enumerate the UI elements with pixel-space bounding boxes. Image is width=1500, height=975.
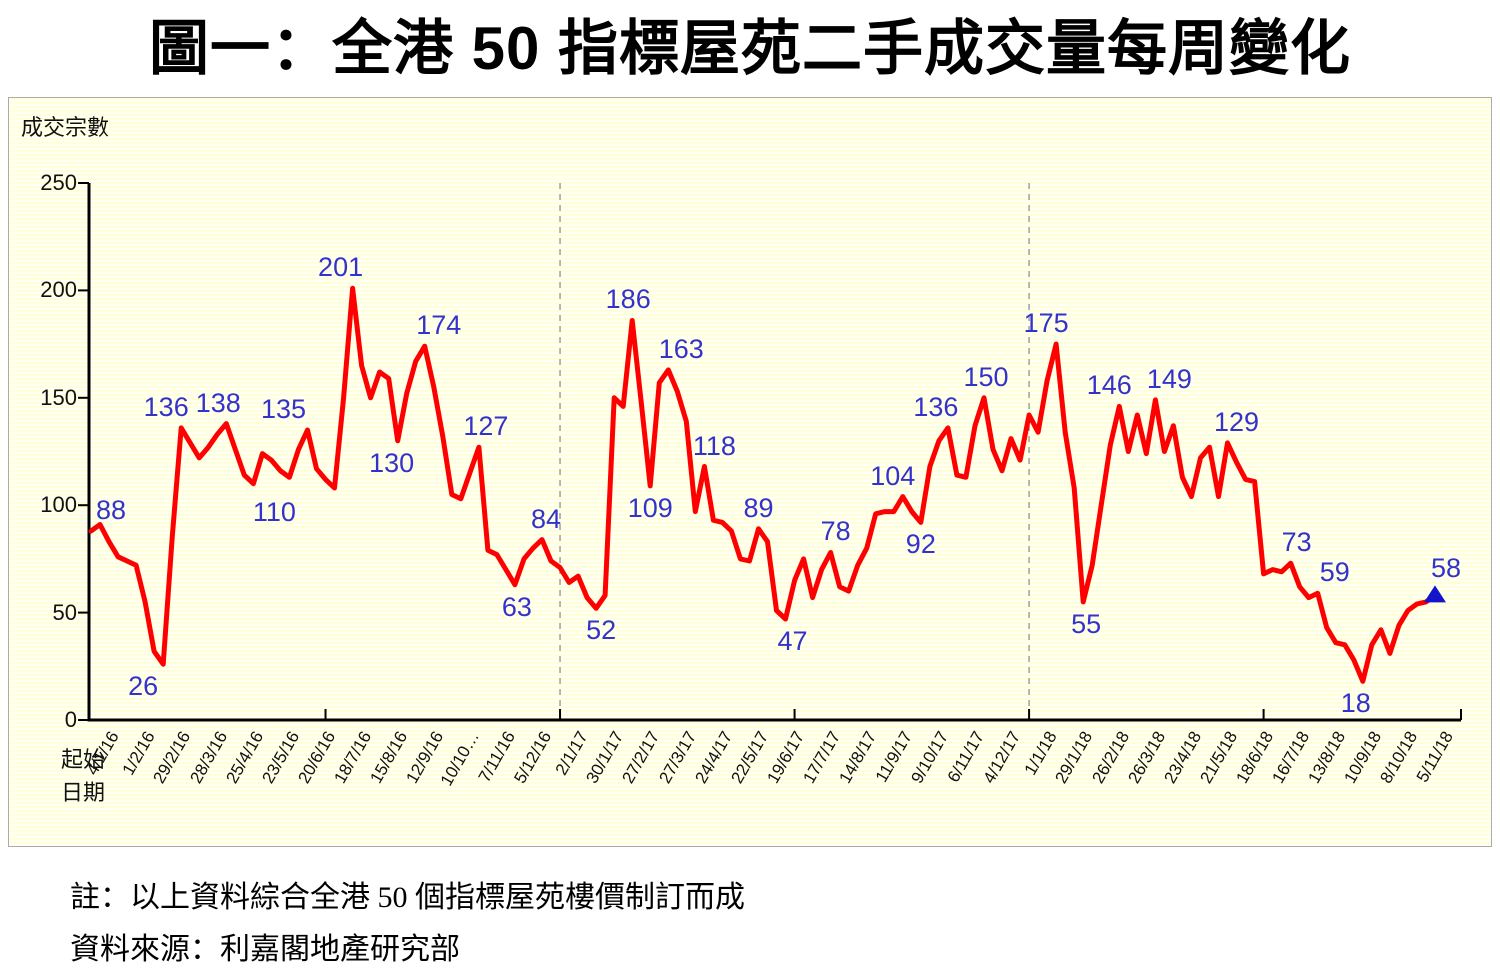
data-point-label: 127 <box>463 411 509 442</box>
y-tick-label: 250 <box>40 170 77 195</box>
note-source-basis: 註：以上資料綜合全港 50 個指標屋苑樓價制訂而成 <box>70 881 745 914</box>
data-point-label: 55 <box>1071 608 1102 639</box>
data-point-label: 135 <box>260 394 306 425</box>
data-point-label: 92 <box>905 529 936 560</box>
data-point-label: 136 <box>143 391 189 422</box>
axis-line <box>87 183 1461 722</box>
y-tick-label: 100 <box>40 492 77 518</box>
data-point-label: 138 <box>195 387 241 418</box>
y-tick-label: 200 <box>40 277 77 303</box>
x-axis-title-line2: 日期 <box>61 780 106 805</box>
y-axis-title: 成交宗數 <box>21 115 110 140</box>
data-point-label: 89 <box>743 492 774 523</box>
data-point-label: 47 <box>777 626 808 657</box>
data-point-label: 18 <box>1340 688 1371 719</box>
data-point-label: 118 <box>692 430 736 461</box>
data-point-label: 78 <box>820 516 851 547</box>
data-point-label: 109 <box>627 492 673 523</box>
data-point-label: 146 <box>1086 370 1132 401</box>
data-point-label: 84 <box>530 503 562 534</box>
data-point-label: 104 <box>870 460 916 491</box>
note-data-source: 資料來源：利嘉閣地產研究部 <box>70 933 460 966</box>
x-axis-title-line1: 起始 <box>61 747 106 772</box>
data-point-label: 149 <box>1146 363 1192 394</box>
data-point-label: 163 <box>658 333 704 364</box>
chart-area: 成交宗數 起始 日期 0 50 100 150 200 250 4/1/16 1/2/16 29… <box>8 97 1492 847</box>
y-tick-label: 50 <box>52 599 77 625</box>
page-title: 圖一：全港 50 指標屋苑二手成交量每周變化 <box>148 15 1352 82</box>
data-point-label: 63 <box>501 591 532 622</box>
data-point-label: 201 <box>318 252 364 283</box>
data-point-label: 88 <box>95 494 127 525</box>
data-series-line <box>88 285 1438 684</box>
data-point-label: 186 <box>605 284 651 315</box>
data-point-label: 175 <box>1023 308 1069 339</box>
data-point-label: 150 <box>963 361 1009 392</box>
data-point-label: 129 <box>1213 406 1260 437</box>
data-point-label: 110 <box>252 496 296 527</box>
y-tick-label: 150 <box>40 384 77 410</box>
y-tick-label: 0 <box>64 707 77 732</box>
data-point-label: 52 <box>586 615 617 646</box>
data-point-label: 58 <box>1430 553 1461 584</box>
data-point-label: 136 <box>913 391 959 422</box>
latest-point-marker <box>1423 585 1446 603</box>
data-point-label: 73 <box>1281 527 1312 558</box>
data-point-label: 130 <box>369 447 415 478</box>
data-point-label: 174 <box>416 310 462 341</box>
data-point-label: 26 <box>128 671 159 702</box>
plot-canvas <box>78 182 1462 722</box>
data-point-label: 59 <box>1319 557 1350 588</box>
